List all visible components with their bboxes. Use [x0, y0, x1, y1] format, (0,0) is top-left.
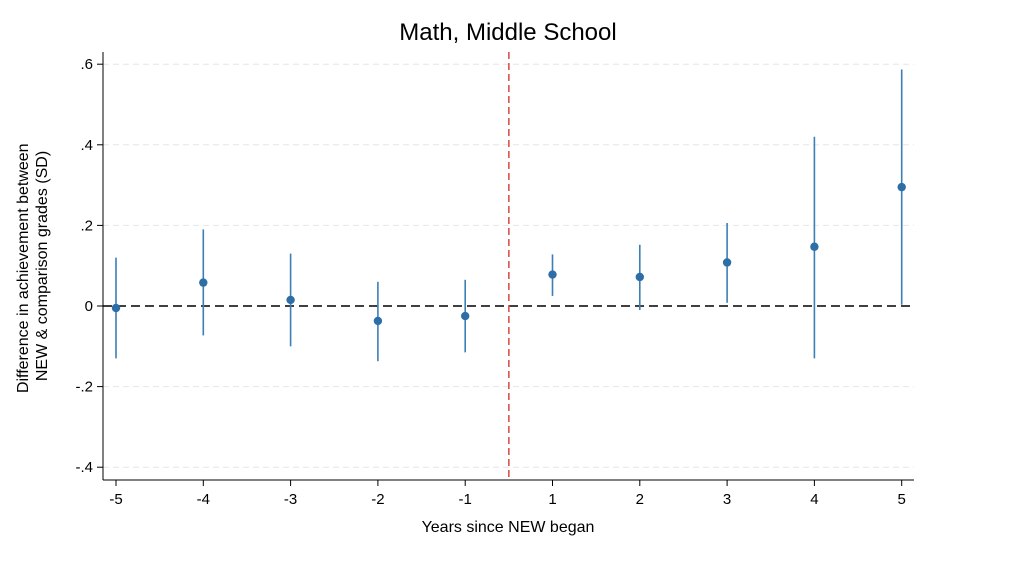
point-estimate [461, 311, 470, 321]
x-tick-label: 2 [636, 491, 644, 508]
gridlines [103, 63, 914, 468]
x-tick-label: -1 [459, 491, 472, 508]
point-estimate [635, 272, 644, 282]
point-estimate [810, 242, 819, 251]
y-tick-label: .4 [80, 137, 93, 154]
x-tick-label: 4 [810, 491, 818, 508]
point-estimates [111, 182, 906, 326]
x-axis-ticks: -5 -4 -3 -2 -1 1 2 3 4 5 [109, 480, 906, 508]
point-estimate [199, 278, 208, 287]
x-tick-label: 3 [723, 491, 731, 508]
chart-title: Math, Middle School [399, 19, 616, 46]
point-estimate [722, 258, 732, 267]
x-tick-label: -5 [109, 491, 122, 508]
y-axis-title-line-2: NEW & comparison grades (SD) [34, 151, 51, 381]
point-estimate [373, 316, 383, 326]
y-tick-label: -.2 [75, 379, 93, 396]
y-tick-label: 0 [85, 298, 93, 315]
y-tick-label: -.4 [75, 459, 93, 476]
x-tick-label: -2 [371, 491, 384, 508]
axes [102, 52, 914, 481]
y-tick-label: .2 [80, 217, 93, 234]
y-axis-title: Difference in achievement between NEW & … [15, 139, 51, 393]
y-axis-title-line-1: Difference in achievement between [15, 143, 32, 393]
x-tick-label: -4 [197, 491, 210, 508]
y-tick-label: .6 [80, 56, 93, 73]
x-axis-title: Years since NEW began [422, 519, 595, 536]
x-tick-label: 1 [548, 491, 556, 508]
y-axis-ticks: .6 .4 .2 0 -.2 -.4 [75, 56, 103, 476]
point-estimate [111, 303, 121, 313]
point-estimate [548, 270, 557, 279]
point-estimate [897, 182, 906, 192]
x-tick-label: -3 [284, 491, 297, 508]
x-tick-label: 5 [898, 491, 906, 508]
point-estimate [286, 295, 295, 305]
reference-lines [103, 52, 914, 480]
